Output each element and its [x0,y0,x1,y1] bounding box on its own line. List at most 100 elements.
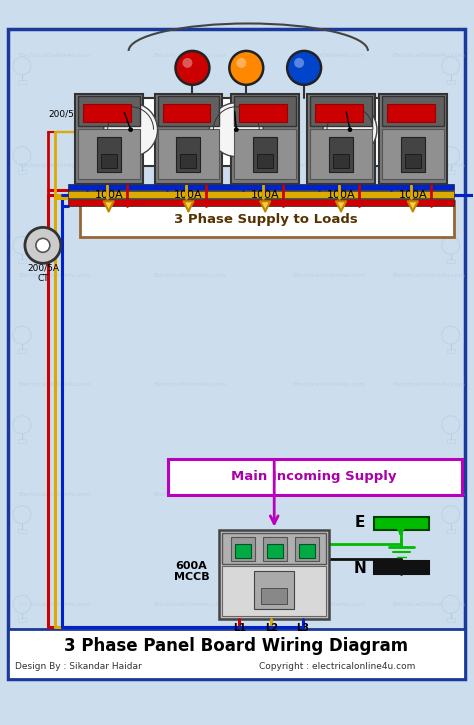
Text: ElectricalOnline4u.com: ElectricalOnline4u.com [292,163,365,168]
Bar [18,260,26,263]
Text: Copyright : electricalonline4u.com: Copyright : electricalonline4u.com [259,662,416,671]
Text: Load
Guard: Load Guard [100,109,114,117]
Circle shape [234,128,238,132]
Bar [68,199,454,207]
Text: E: E [355,515,365,530]
Bar [257,154,273,167]
Circle shape [13,326,31,344]
Bar [263,537,287,561]
Bar [382,128,444,178]
Circle shape [442,57,460,75]
Circle shape [210,103,263,157]
Bar [18,349,26,353]
Text: ElectricalOnline4u.com: ElectricalOnline4u.com [18,273,91,278]
Text: ElectricalOnline4u.com: ElectricalOnline4u.com [392,273,465,278]
Bar [8,29,465,679]
Circle shape [25,228,61,263]
Bar [157,128,219,178]
Text: Load
Guard: Load Guard [256,109,270,117]
Bar [315,104,363,122]
Bar [309,98,391,165]
Bar [18,80,26,84]
Bar [176,136,201,172]
Bar [75,94,143,183]
Bar [155,94,222,183]
Bar [379,94,447,183]
Circle shape [13,595,31,613]
Text: ElectricalOnline4u.com: ElectricalOnline4u.com [18,54,91,59]
Bar [307,94,375,183]
Text: 100A: 100A [251,191,280,201]
Bar [447,439,455,443]
Text: ElectricalOnline4u.com: ElectricalOnline4u.com [18,492,91,497]
Circle shape [229,51,263,85]
Bar [329,136,353,172]
Text: 100A: 100A [399,191,427,201]
Bar [97,136,121,172]
Circle shape [442,595,460,613]
Text: 100A: 100A [174,191,203,201]
Bar [231,94,299,183]
Bar [295,537,319,561]
Text: L2: L2 [264,624,278,633]
Text: V: V [233,99,240,109]
Circle shape [442,326,460,344]
Bar [401,136,425,172]
Text: L3: L3 [297,624,310,633]
Bar [68,183,454,191]
Bar [18,618,26,622]
Circle shape [323,103,377,157]
Text: 200/5A: 200/5A [49,109,81,118]
Text: A: A [127,99,134,109]
Text: V: V [346,99,354,109]
Text: N: N [354,561,366,576]
Bar [78,96,140,125]
Bar [239,104,287,122]
Text: 600A
MCCB: 600A MCCB [173,560,209,582]
Bar [405,154,421,167]
Bar [18,529,26,532]
Bar [78,128,140,178]
Circle shape [13,236,31,254]
Bar [83,104,131,122]
Text: ElectricalOnline4u.com: ElectricalOnline4u.com [292,602,365,607]
Text: 3 Phase Supply to Loads: 3 Phase Supply to Loads [174,213,358,226]
Bar [195,98,277,165]
Text: Load
Guard: Load Guard [179,109,193,117]
Text: 200/5A
CT: 200/5A CT [27,264,59,283]
Bar [18,170,26,173]
Text: ElectricalOnline4u.com: ElectricalOnline4u.com [153,163,226,168]
Text: 100A: 100A [94,191,123,201]
Bar [234,128,296,178]
Text: L1: L1 [233,624,246,633]
Circle shape [237,58,246,68]
Circle shape [13,57,31,75]
Circle shape [442,236,460,254]
Bar [167,459,462,494]
Text: ElectricalOnline4u.com: ElectricalOnline4u.com [153,54,226,59]
Circle shape [13,505,31,523]
Circle shape [182,58,192,68]
Text: ElectricalOnline4u.com: ElectricalOnline4u.com [153,602,226,607]
Bar [447,618,455,622]
Circle shape [294,58,304,68]
Bar [267,544,283,558]
Bar [219,529,329,619]
Bar [447,349,455,353]
Text: ElectricalOnline4u.com: ElectricalOnline4u.com [292,273,365,278]
Bar [387,104,435,122]
Text: Load
Guard: Load Guard [404,109,418,117]
Text: ElectricalOnline4u.com: ElectricalOnline4u.com [18,382,91,387]
Circle shape [348,128,352,132]
Bar [222,566,326,616]
Text: ElectricalOnline4u.com: ElectricalOnline4u.com [392,492,465,497]
Bar [447,260,455,263]
Circle shape [128,128,133,132]
Text: ElectricalOnline4u.com: ElectricalOnline4u.com [292,54,365,59]
Circle shape [442,416,460,434]
Bar [310,96,372,125]
Text: 100A: 100A [327,191,356,201]
Circle shape [36,239,50,252]
Bar [447,170,455,173]
Bar [333,154,349,167]
